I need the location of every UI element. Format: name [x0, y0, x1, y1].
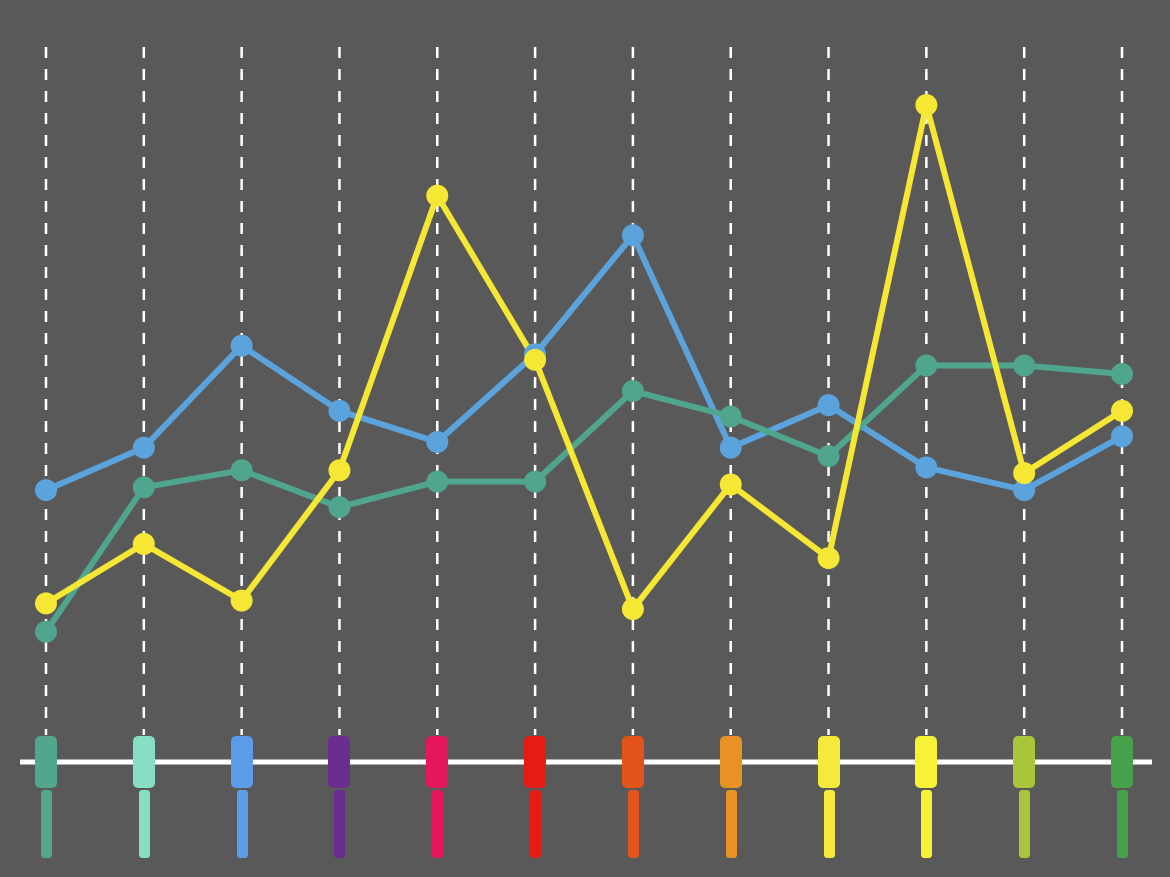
data-point-marker[interactable]	[1013, 479, 1036, 502]
data-point-marker[interactable]	[524, 348, 547, 371]
data-point-marker[interactable]	[132, 532, 155, 555]
data-point-marker[interactable]	[1111, 399, 1133, 422]
data-point-marker[interactable]	[328, 399, 351, 422]
data-point-marker[interactable]	[719, 473, 742, 496]
series-markers	[35, 94, 1133, 643]
data-point-marker[interactable]	[915, 354, 938, 377]
gridlines	[44, 47, 1124, 735]
data-point-marker[interactable]	[132, 476, 155, 499]
data-point-marker[interactable]	[230, 459, 253, 482]
data-point-marker[interactable]	[621, 598, 644, 621]
series-line-series-blue	[43, 232, 1125, 494]
data-point-marker[interactable]	[35, 620, 57, 643]
data-point-marker[interactable]	[230, 334, 253, 357]
data-point-marker[interactable]	[35, 592, 57, 615]
data-point-marker[interactable]	[426, 430, 449, 453]
data-point-marker[interactable]	[524, 470, 547, 493]
series-line-series-yellow	[43, 102, 1125, 613]
data-point-marker[interactable]	[1111, 363, 1133, 386]
series-line-series-teal	[43, 362, 1125, 635]
data-point-marker[interactable]	[817, 547, 840, 570]
data-point-marker[interactable]	[817, 394, 840, 417]
data-point-marker[interactable]	[230, 589, 253, 612]
data-point-marker[interactable]	[915, 456, 938, 479]
data-point-marker[interactable]	[621, 224, 644, 247]
data-point-marker[interactable]	[1013, 462, 1036, 485]
data-point-marker[interactable]	[328, 496, 351, 519]
data-point-marker[interactable]	[1111, 425, 1133, 448]
data-point-marker[interactable]	[426, 470, 449, 493]
data-point-marker[interactable]	[426, 184, 449, 207]
data-point-marker[interactable]	[35, 479, 57, 502]
data-point-marker[interactable]	[915, 94, 938, 116]
data-point-marker[interactable]	[621, 380, 644, 403]
data-point-marker[interactable]	[817, 445, 840, 468]
data-point-marker[interactable]	[719, 436, 742, 459]
data-point-marker[interactable]	[328, 459, 351, 482]
data-point-marker[interactable]	[132, 436, 155, 459]
series-lines	[43, 102, 1125, 635]
data-point-marker[interactable]	[719, 405, 742, 428]
data-point-marker[interactable]	[1013, 354, 1036, 377]
